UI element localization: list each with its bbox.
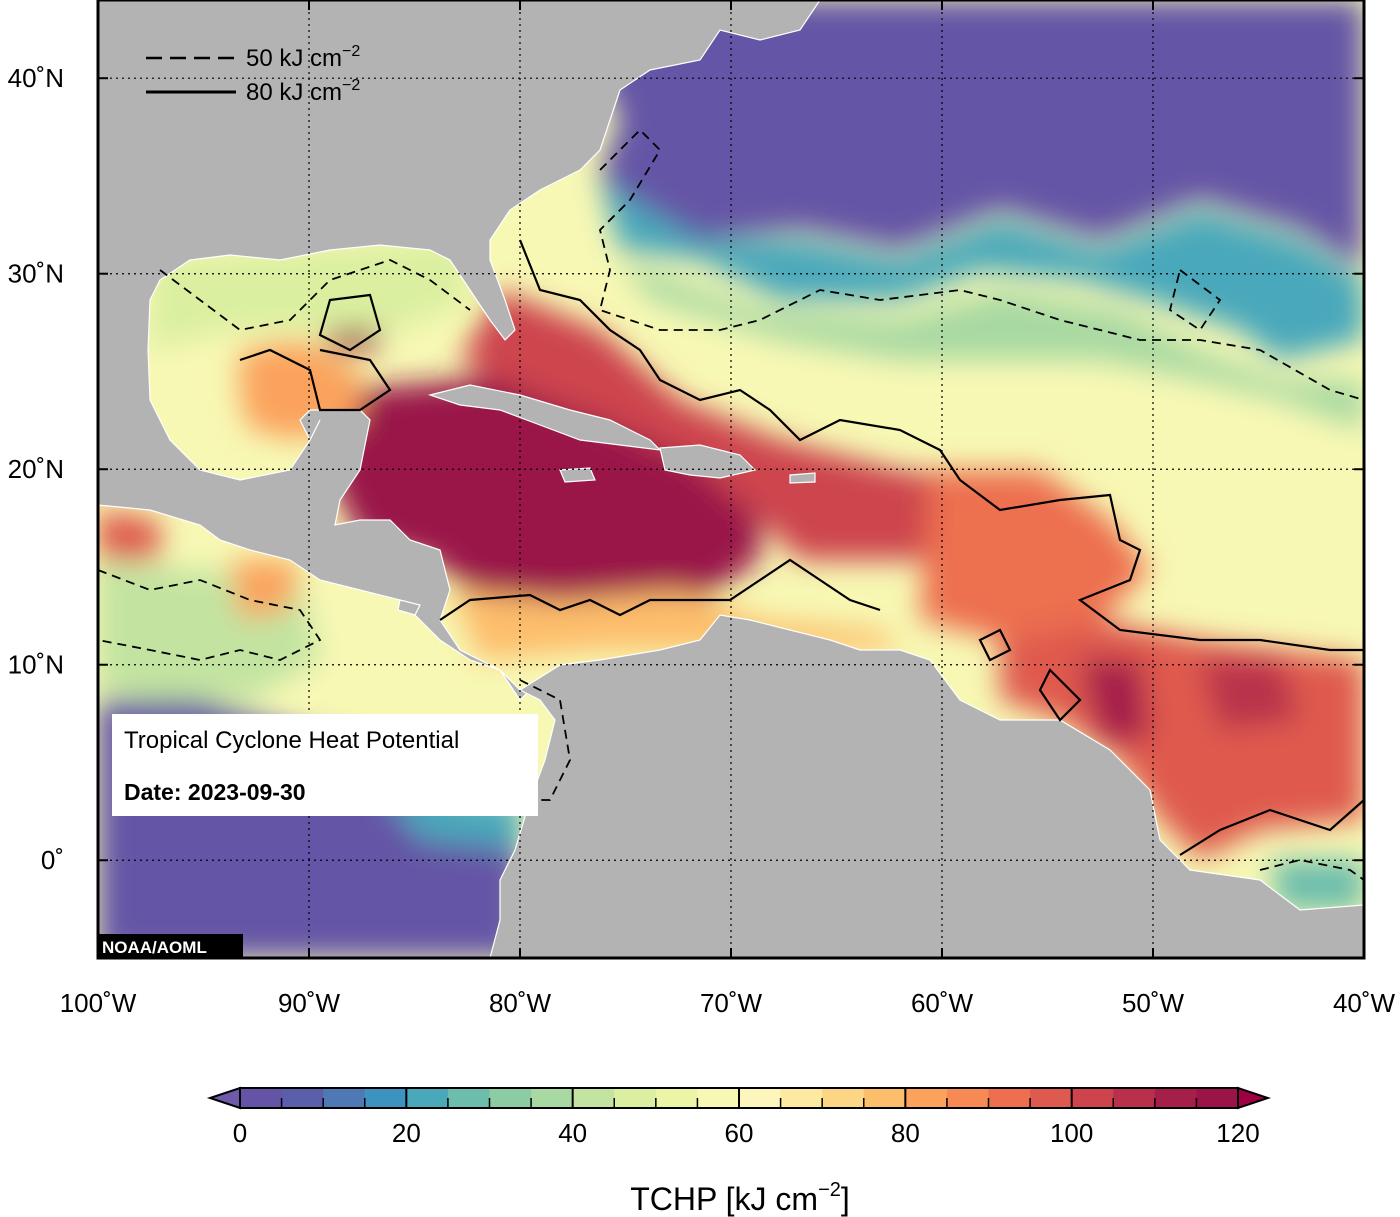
colorbar-bin — [240, 1088, 283, 1108]
colorbar-tick-label: 20 — [392, 1118, 421, 1148]
colorbar-bin — [406, 1088, 449, 1108]
colorbar-tick-label: 60 — [725, 1118, 754, 1148]
lon-tick-label: 80˚W — [489, 988, 552, 1018]
lat-tick-label: 10˚N — [8, 650, 64, 680]
colorbar-tick-label: 120 — [1216, 1118, 1259, 1148]
lon-tick-label: 70˚W — [700, 988, 763, 1018]
colorbar-bin — [988, 1088, 1031, 1108]
legend-solid-label: 80 kJ cm−2 — [246, 77, 360, 106]
colorbar-bin — [364, 1088, 407, 1108]
colorbar-bin — [323, 1088, 366, 1108]
colorbar-bin — [1030, 1088, 1073, 1108]
colorbar-bin — [1113, 1088, 1156, 1108]
legend-dashed-label: 50 kJ cm−2 — [246, 43, 360, 72]
colorbar-bin — [489, 1088, 532, 1108]
lat-tick-label: 0˚ — [41, 845, 64, 875]
colorbar-tick-label: 80 — [891, 1118, 920, 1148]
colorbar-bin — [447, 1088, 491, 1108]
colorbar-bin — [655, 1088, 699, 1108]
colorbar-bin — [822, 1088, 865, 1108]
lon-tick-label: 50˚W — [1122, 988, 1185, 1018]
credit-badge — [98, 934, 243, 958]
south-america — [489, 614, 1364, 958]
lat-tick-label: 30˚N — [8, 259, 64, 289]
credit-label: NOAA/AOML — [102, 938, 207, 957]
contour-80-caribbean-north — [518, 239, 1364, 652]
colorbar-tick-label: 100 — [1050, 1118, 1093, 1148]
lon-tick-label: 100˚W — [60, 988, 137, 1018]
info-box: Tropical Cyclone Heat Potential Date: 20… — [112, 714, 538, 816]
colorbar-under-arrow — [206, 1086, 241, 1110]
colorbar-tick-label: 40 — [558, 1118, 587, 1148]
colorbar-bin — [739, 1088, 782, 1108]
contour-lines — [239, 239, 1364, 856]
contour-80-gulf — [239, 348, 392, 412]
colorbar-bin — [572, 1088, 615, 1108]
lat-tick-label: 20˚N — [8, 454, 64, 484]
colorbar-ticks: 0 20 40 60 80 100 120 — [233, 1088, 1260, 1148]
north-america — [98, 0, 821, 701]
info-box-background — [112, 714, 538, 816]
axis-tick-labels: 100˚W 90˚W 80˚W 70˚W 60˚W 50˚W 40˚W 40˚N 30˚N 20˚… — [8, 63, 1396, 1018]
colorbar-bin — [281, 1088, 324, 1108]
contour-80-south — [1179, 799, 1364, 856]
lon-tick-label: 60˚W — [911, 988, 974, 1018]
colorbar-bin — [614, 1088, 657, 1108]
contour-50-gulf — [159, 259, 471, 331]
contour-80-caribbean-south — [439, 558, 881, 621]
puerto-rico — [789, 472, 816, 484]
info-date: Date: 2023-09-30 — [124, 779, 306, 805]
axis-ticks — [97, 0, 1365, 958]
jamaica — [559, 467, 596, 483]
colorbar-bin — [780, 1088, 823, 1108]
lat-tick-label: 40˚N — [8, 63, 64, 93]
contour-80-loop — [318, 293, 382, 352]
colorbar-over-arrow — [1237, 1086, 1272, 1110]
lon-tick-label: 90˚W — [278, 988, 341, 1018]
contour-50-north — [598, 128, 1364, 401]
colorbar-bin — [1196, 1088, 1239, 1108]
colorbar-bin — [1154, 1088, 1198, 1108]
colorbar-tick-label: 0 — [233, 1118, 247, 1148]
colorbar-bin — [946, 1088, 990, 1108]
contour-legend: 50 kJ cm−2 80 kJ cm−2 — [146, 43, 360, 106]
lon-tick-label: 40˚W — [1333, 988, 1396, 1018]
colorbar-bin — [1071, 1088, 1114, 1108]
colorbar-bin — [905, 1088, 948, 1108]
colorbar-bin — [863, 1088, 906, 1108]
colorbar-bin — [697, 1088, 740, 1108]
contour-50-pacific — [98, 569, 322, 661]
info-title: Tropical Cyclone Heat Potential — [124, 727, 459, 754]
colorbar-title: TCHP [kJ cm−2] — [630, 1179, 850, 1217]
colorbar-bin — [531, 1088, 574, 1108]
